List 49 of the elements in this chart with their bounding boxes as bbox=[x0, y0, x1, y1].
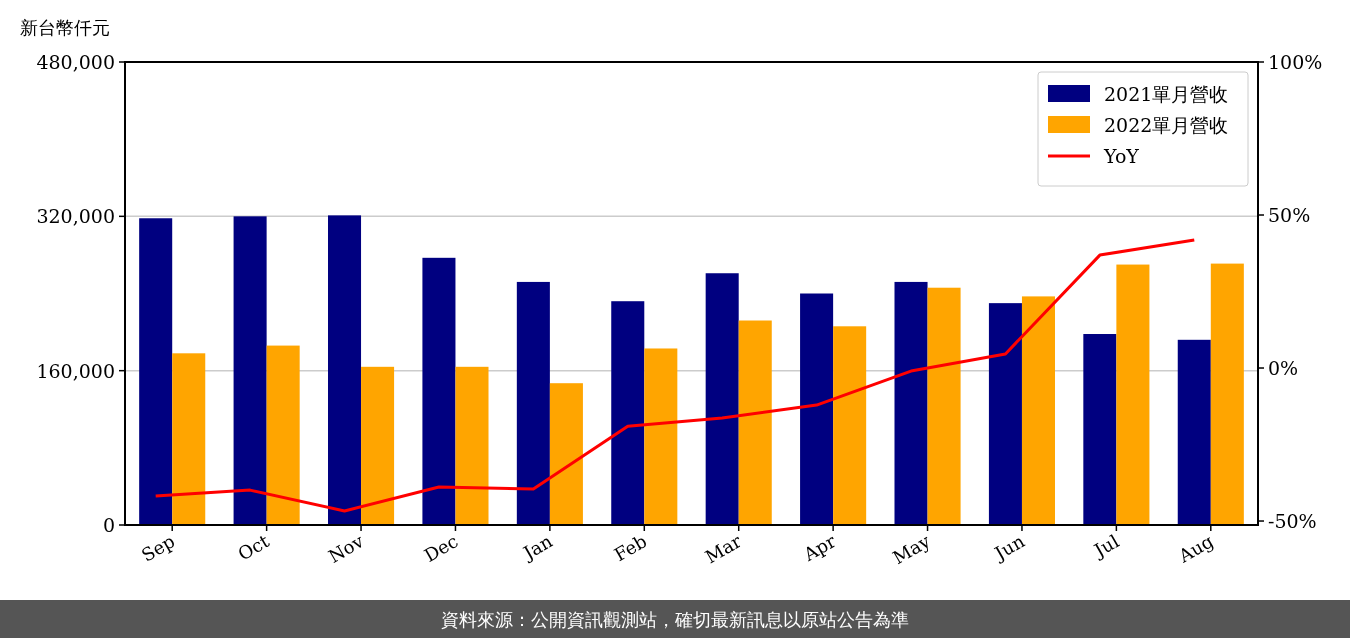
legend-label: 2021單月營收 bbox=[1104, 83, 1229, 105]
bar bbox=[233, 216, 267, 525]
bar bbox=[611, 301, 645, 525]
x-tick-label: Aug bbox=[1174, 530, 1217, 568]
bar bbox=[1116, 264, 1150, 525]
x-tick-label: Feb bbox=[610, 530, 651, 566]
bar bbox=[516, 281, 550, 525]
bar bbox=[1177, 339, 1211, 525]
y2-tick-label: 0% bbox=[1268, 357, 1299, 380]
x-tick-label: Jul bbox=[1088, 530, 1123, 562]
x-tick-label: Dec bbox=[420, 530, 462, 567]
bar bbox=[644, 348, 678, 525]
y-tick-label: 160,000 bbox=[36, 359, 115, 382]
y-axis-title: 新台幣仟元 bbox=[20, 17, 110, 38]
y-tick-label: 320,000 bbox=[36, 205, 115, 228]
x-tick-label: Jan bbox=[518, 530, 557, 565]
bar bbox=[800, 293, 834, 525]
bar bbox=[1210, 263, 1244, 525]
y-tick-label: 480,000 bbox=[36, 51, 115, 73]
bar bbox=[328, 215, 362, 525]
bar bbox=[738, 320, 772, 525]
bar bbox=[139, 218, 173, 525]
x-tick-label: May bbox=[888, 529, 935, 569]
bar bbox=[1083, 334, 1117, 525]
x-tick-label: Nov bbox=[324, 529, 368, 567]
bar bbox=[927, 287, 961, 525]
bar bbox=[422, 257, 456, 525]
bar bbox=[1021, 296, 1056, 525]
source-note: 資料來源：公開資訊觀測站，確切最新訊息以原站公告為準 bbox=[441, 609, 909, 630]
bar bbox=[361, 366, 395, 525]
bar bbox=[455, 366, 489, 525]
y-tick-label: 0 bbox=[102, 514, 115, 536]
bar bbox=[549, 383, 583, 525]
x-tick-label: Mar bbox=[701, 530, 746, 568]
bar bbox=[266, 345, 300, 525]
bar bbox=[172, 353, 206, 525]
legend-label: 2022單月營收 bbox=[1104, 114, 1229, 136]
x-tick-label: Jun bbox=[989, 530, 1029, 565]
bar bbox=[988, 303, 1022, 525]
y2-tick-label: -50% bbox=[1268, 510, 1317, 533]
bar bbox=[894, 281, 928, 525]
x-tick-label: Sep bbox=[137, 530, 179, 566]
bar bbox=[833, 326, 867, 525]
y2-tick-label: 50% bbox=[1268, 204, 1311, 227]
x-tick-label: Oct bbox=[234, 529, 274, 565]
y2-tick-label: 100% bbox=[1268, 51, 1323, 73]
bar bbox=[705, 273, 739, 525]
x-tick-label: Apr bbox=[799, 530, 840, 566]
legend-label: YoY bbox=[1103, 145, 1140, 167]
